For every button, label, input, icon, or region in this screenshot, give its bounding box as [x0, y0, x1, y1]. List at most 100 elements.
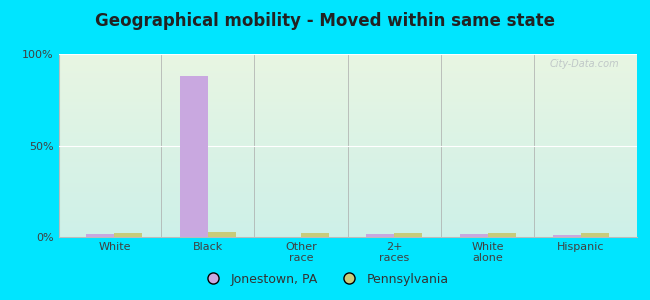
Bar: [395, 233, 423, 237]
Bar: [58, 220, 637, 221]
Text: City-Data.com: City-Data.com: [550, 59, 619, 70]
Bar: [58, 184, 637, 185]
Bar: [58, 170, 637, 171]
Bar: [58, 63, 637, 64]
Bar: [58, 144, 637, 145]
Bar: [58, 196, 637, 197]
Bar: [58, 202, 637, 203]
Bar: [58, 126, 637, 127]
Bar: [58, 211, 637, 212]
Bar: [58, 87, 637, 88]
Bar: [58, 122, 637, 123]
Bar: [58, 54, 637, 55]
Bar: [58, 61, 637, 62]
Bar: [58, 215, 637, 216]
Bar: [58, 157, 637, 158]
Text: Geographical mobility - Moved within same state: Geographical mobility - Moved within sam…: [95, 12, 555, 30]
Bar: [58, 178, 637, 179]
Bar: [58, 145, 637, 146]
Bar: [58, 85, 637, 86]
Bar: [58, 143, 637, 144]
Bar: [58, 113, 637, 114]
Bar: [58, 136, 637, 137]
Bar: [58, 174, 637, 175]
Bar: [58, 159, 637, 160]
Bar: [58, 153, 637, 154]
Bar: [58, 139, 637, 140]
Bar: [58, 121, 637, 122]
Bar: [58, 227, 637, 228]
Bar: [58, 158, 637, 159]
Bar: [58, 88, 637, 89]
Bar: [488, 233, 515, 237]
Bar: [58, 108, 637, 109]
Bar: [58, 213, 637, 214]
Bar: [58, 89, 637, 90]
Bar: [58, 235, 637, 236]
Bar: [58, 110, 637, 111]
Bar: [58, 70, 637, 71]
Bar: [58, 189, 637, 190]
Bar: [58, 111, 637, 112]
Bar: [58, 64, 637, 65]
Bar: [58, 82, 637, 83]
Bar: [208, 232, 236, 237]
Bar: [58, 226, 637, 227]
Bar: [58, 129, 637, 130]
Bar: [58, 102, 637, 103]
Bar: [58, 120, 637, 121]
Bar: [58, 73, 637, 74]
Bar: [58, 83, 637, 84]
Bar: [58, 231, 637, 232]
Bar: [86, 234, 114, 237]
Bar: [58, 117, 637, 118]
Bar: [58, 147, 637, 148]
Bar: [58, 217, 637, 218]
Bar: [553, 235, 581, 237]
Bar: [58, 154, 637, 155]
Bar: [58, 67, 637, 68]
Bar: [58, 137, 637, 138]
Bar: [58, 118, 637, 119]
Bar: [58, 155, 637, 156]
Bar: [58, 68, 637, 69]
Bar: [58, 152, 637, 153]
Legend: Jonestown, PA, Pennsylvania: Jonestown, PA, Pennsylvania: [196, 268, 454, 291]
Bar: [367, 234, 395, 237]
Bar: [58, 65, 637, 66]
Bar: [58, 96, 637, 97]
Bar: [58, 131, 637, 132]
Bar: [58, 95, 637, 96]
Bar: [180, 76, 208, 237]
Bar: [58, 222, 637, 223]
Bar: [58, 212, 637, 213]
Bar: [58, 168, 637, 169]
Bar: [58, 79, 637, 80]
Bar: [58, 191, 637, 192]
Bar: [58, 223, 637, 224]
Bar: [58, 195, 637, 196]
Bar: [58, 187, 637, 188]
Bar: [58, 116, 637, 117]
Bar: [460, 234, 488, 237]
Bar: [58, 209, 637, 211]
Bar: [58, 133, 637, 134]
Bar: [58, 214, 637, 215]
Bar: [58, 128, 637, 129]
Bar: [58, 232, 637, 233]
Bar: [58, 148, 637, 149]
Bar: [58, 193, 637, 194]
Bar: [58, 114, 637, 115]
Bar: [58, 101, 637, 102]
Bar: [58, 74, 637, 75]
Bar: [58, 182, 637, 183]
Bar: [58, 172, 637, 173]
Bar: [58, 230, 637, 231]
Bar: [58, 104, 637, 105]
Bar: [58, 224, 637, 225]
Bar: [58, 69, 637, 70]
Bar: [58, 162, 637, 163]
Bar: [58, 171, 637, 172]
Bar: [58, 236, 637, 237]
Bar: [58, 225, 637, 226]
